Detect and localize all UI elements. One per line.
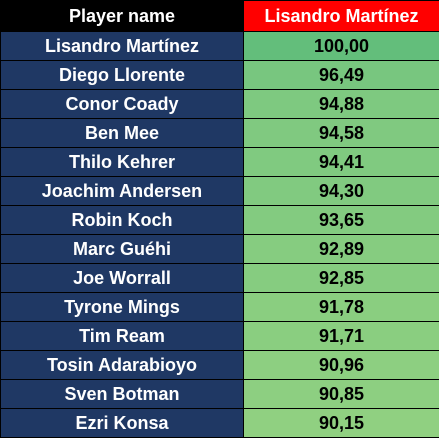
- table-row: Tyrone Mings 91,78: [0, 292, 439, 322]
- table-row: Thilo Kehrer 94,41: [0, 147, 439, 177]
- player-name-cell: Ben Mee: [0, 118, 244, 148]
- table-row: Lisandro Martínez 100,00: [0, 31, 439, 61]
- player-name-cell: Sven Botman: [0, 379, 244, 409]
- table-row: Ben Mee 94,58: [0, 118, 439, 148]
- player-name-cell: Tim Ream: [0, 321, 244, 351]
- header-player-name: Player name: [0, 0, 244, 32]
- player-name-cell: Joe Worrall: [0, 263, 244, 293]
- table-row: Joachim Andersen 94,30: [0, 176, 439, 206]
- table-row: Conor Coady 94,88: [0, 89, 439, 119]
- header-reference-player: Lisandro Martínez: [243, 0, 439, 32]
- similarity-value-cell: 94,41: [243, 147, 439, 177]
- similarity-value-cell: 94,30: [243, 176, 439, 206]
- similarity-value-cell: 100,00: [243, 31, 439, 61]
- table-row: Sven Botman 90,85: [0, 379, 439, 409]
- similarity-value-cell: 92,85: [243, 263, 439, 293]
- player-name-cell: Tyrone Mings: [0, 292, 244, 322]
- player-name-cell: Conor Coady: [0, 89, 244, 119]
- table-row: Joe Worrall 92,85: [0, 263, 439, 293]
- table-row: Diego Llorente 96,49: [0, 60, 439, 90]
- similarity-value-cell: 91,78: [243, 292, 439, 322]
- player-name-cell: Tosin Adarabioyo: [0, 350, 244, 380]
- table-row: Robin Koch 93,65: [0, 205, 439, 235]
- header-row: Player name Lisandro Martínez: [0, 0, 439, 32]
- similarity-value-cell: 96,49: [243, 60, 439, 90]
- player-name-cell: Lisandro Martínez: [0, 31, 244, 61]
- player-name-cell: Ezri Konsa: [0, 408, 244, 438]
- similarity-value-cell: 90,85: [243, 379, 439, 409]
- table-row: Tosin Adarabioyo 90,96: [0, 350, 439, 380]
- player-name-cell: Diego Llorente: [0, 60, 244, 90]
- player-name-cell: Thilo Kehrer: [0, 147, 244, 177]
- similarity-value-cell: 92,89: [243, 234, 439, 264]
- table-row: Tim Ream 91,71: [0, 321, 439, 351]
- table-row: Marc Guéhi 92,89: [0, 234, 439, 264]
- similarity-value-cell: 90,15: [243, 408, 439, 438]
- similarity-value-cell: 90,96: [243, 350, 439, 380]
- table-row: Ezri Konsa 90,15: [0, 408, 439, 438]
- player-name-cell: Marc Guéhi: [0, 234, 244, 264]
- similarity-value-cell: 91,71: [243, 321, 439, 351]
- similarity-value-cell: 93,65: [243, 205, 439, 235]
- player-name-cell: Joachim Andersen: [0, 176, 244, 206]
- player-name-cell: Robin Koch: [0, 205, 244, 235]
- similarity-value-cell: 94,88: [243, 89, 439, 119]
- similarity-value-cell: 94,58: [243, 118, 439, 148]
